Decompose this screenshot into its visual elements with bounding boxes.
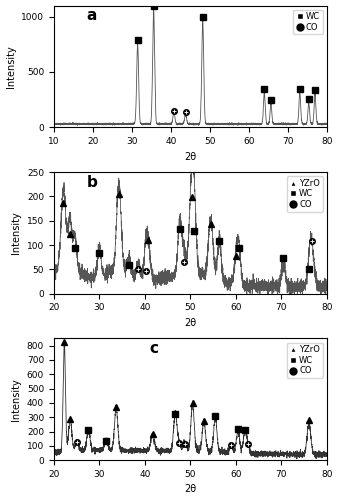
Y-axis label: Intensity: Intensity xyxy=(5,45,16,88)
Y-axis label: Intensity: Intensity xyxy=(11,378,21,420)
Y-axis label: Intensity: Intensity xyxy=(11,212,21,254)
Text: c: c xyxy=(149,341,158,356)
X-axis label: 2θ: 2θ xyxy=(184,484,196,494)
Text: a: a xyxy=(87,8,97,23)
X-axis label: 2θ: 2θ xyxy=(184,318,196,328)
Text: b: b xyxy=(87,174,97,190)
Legend: YZrO, WC, CO: YZrO, WC, CO xyxy=(287,176,322,212)
X-axis label: 2θ: 2θ xyxy=(184,152,196,162)
Legend: WC, CO: WC, CO xyxy=(293,10,322,34)
Legend: YZrO, WC, CO: YZrO, WC, CO xyxy=(287,342,322,378)
